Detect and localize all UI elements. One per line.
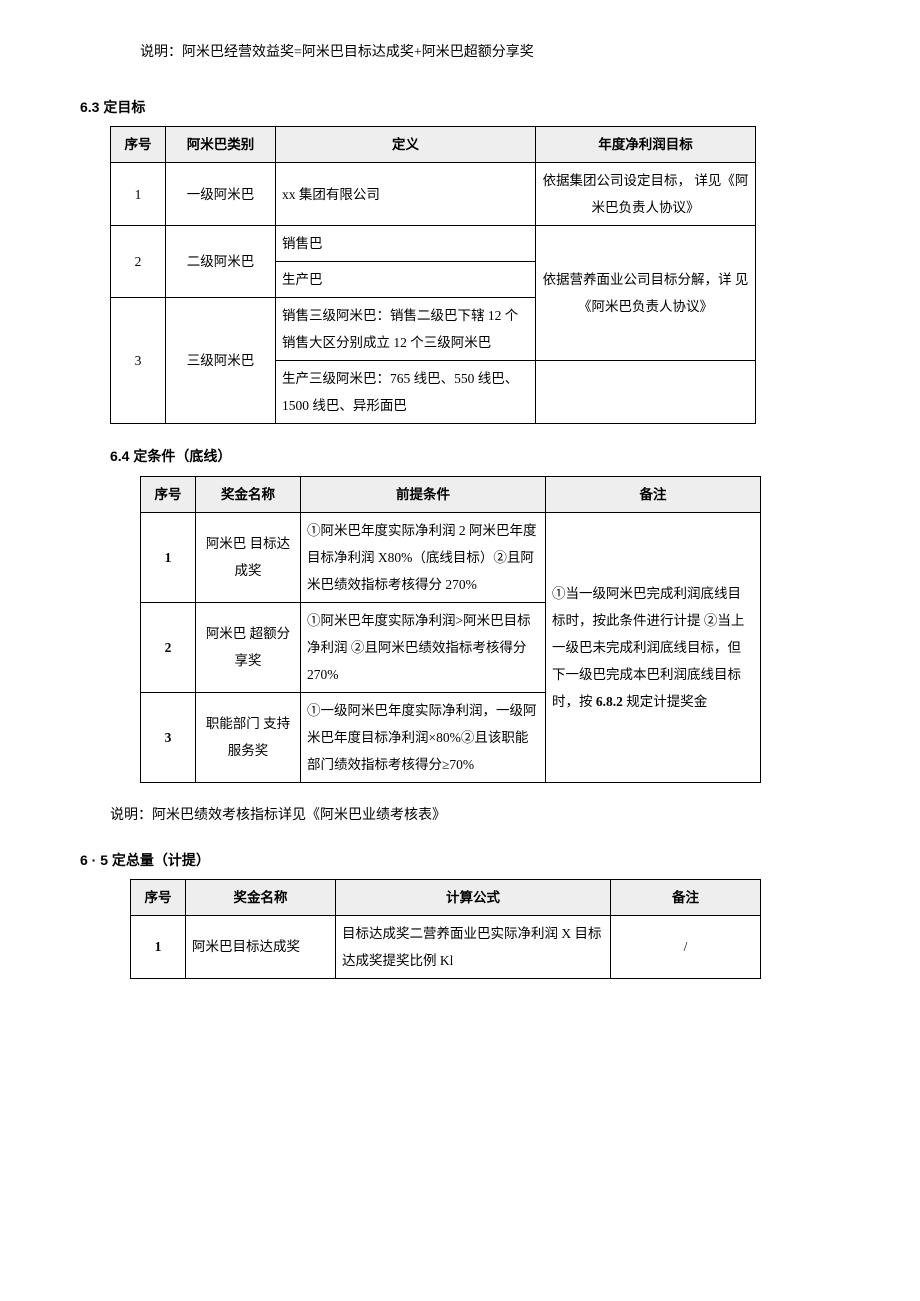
cell-def: 生产巴 — [276, 262, 536, 298]
table-header-row: 序号 奖金名称 前提条件 备注 — [141, 476, 761, 512]
cell-no: 1 — [111, 163, 166, 226]
table-6-5: 序号 奖金名称 计算公式 备注 1 阿米巴目标达成奖 目标达成奖二营养面业巴实际… — [130, 879, 761, 979]
remark-pre: ①当一级阿米巴完成利润底线目标时，按此条件进行计提 ②当上一级巴未完成利润底线目… — [552, 586, 744, 709]
section-6-3-heading: 6.3 定目标 — [80, 95, 840, 120]
table-row: 2 二级阿米巴 销售巴 依据营养面业公司目标分解，详 见《阿米巴负责人协议》 — [111, 226, 756, 262]
cell-name: 阿米巴 目标达成奖 — [196, 512, 301, 602]
remark-post: 规定计提奖金 — [626, 694, 707, 709]
cell-blank — [536, 361, 756, 424]
cell-target: 依据集团公司设定目标， 详见《阿米巴负责人协议》 — [536, 163, 756, 226]
table-row: 1 阿米巴目标达成奖 目标达成奖二营养面业巴实际净利润 X 目标达成奖提奖比例 … — [131, 915, 761, 978]
cell-name: 阿米巴目标达成奖 — [186, 915, 336, 978]
cell-def: 生产三级阿米巴：765 线巴、550 线巴、1500 线巴、异形面巴 — [276, 361, 536, 424]
cell-def: 销售巴 — [276, 226, 536, 262]
th: 定义 — [276, 127, 536, 163]
th: 序号 — [141, 476, 196, 512]
th: 序号 — [131, 879, 186, 915]
cell-target: 依据营养面业公司目标分解，详 见《阿米巴负责人协议》 — [536, 226, 756, 361]
th: 阿米巴类别 — [166, 127, 276, 163]
th: 奖金名称 — [186, 879, 336, 915]
cell-no: 2 — [111, 226, 166, 298]
th: 备注 — [611, 879, 761, 915]
cell-remark: ①当一级阿米巴完成利润底线目标时，按此条件进行计提 ②当上一级巴未完成利润底线目… — [546, 512, 761, 782]
th: 序号 — [111, 127, 166, 163]
cell-remark: / — [611, 915, 761, 978]
th: 计算公式 — [336, 879, 611, 915]
cell-name: 职能部门 支持服务奖 — [196, 692, 301, 782]
heading-text: 定条件（底线） — [133, 448, 231, 464]
cell-cat: 三级阿米巴 — [166, 298, 276, 424]
note-6-4: 说明：阿米巴绩效考核指标详见《阿米巴业绩考核表》 — [110, 803, 840, 828]
cell-def: xx 集团有限公司 — [276, 163, 536, 226]
cell-cat: 一级阿米巴 — [166, 163, 276, 226]
cell-cat: 二级阿米巴 — [166, 226, 276, 298]
cell-no: 3 — [111, 298, 166, 424]
section-6-5-heading: 6 · 5 定总量（计提） — [80, 848, 840, 873]
table-header-row: 序号 阿米巴类别 定义 年度净利润目标 — [111, 127, 756, 163]
intro-note: 说明：阿米巴经营效益奖=阿米巴目标达成奖+阿米巴超额分享奖 — [140, 40, 840, 65]
cell-no: 3 — [141, 692, 196, 782]
heading-num: 6 · 5 — [80, 852, 108, 868]
remark-bold: 6.8.2 — [596, 694, 623, 709]
table-row: 1 一级阿米巴 xx 集团有限公司 依据集团公司设定目标， 详见《阿米巴负责人协… — [111, 163, 756, 226]
heading-num: 6.4 — [110, 448, 129, 464]
th: 备注 — [546, 476, 761, 512]
cell-cond: ①一级阿米巴年度实际净利润，一级阿米巴年度目标净利润×80%②且该职能部门绩效指… — [301, 692, 546, 782]
cell-cond: ①阿米巴年度实际净利润>阿米巴目标净利润 ②且阿米巴绩效指标考核得分 270% — [301, 602, 546, 692]
heading-num: 6.3 — [80, 99, 99, 115]
table-header-row: 序号 奖金名称 计算公式 备注 — [131, 879, 761, 915]
th: 前提条件 — [301, 476, 546, 512]
table-row: 1 阿米巴 目标达成奖 ①阿米巴年度实际净利润 2 阿米巴年度目标净利润 X80… — [141, 512, 761, 602]
cell-formula: 目标达成奖二营养面业巴实际净利润 X 目标达成奖提奖比例 Kl — [336, 915, 611, 978]
heading-text: 定目标 — [103, 99, 145, 115]
th: 奖金名称 — [196, 476, 301, 512]
cell-name: 阿米巴 超额分享奖 — [196, 602, 301, 692]
cell-no: 1 — [141, 512, 196, 602]
table-6-3: 序号 阿米巴类别 定义 年度净利润目标 1 一级阿米巴 xx 集团有限公司 依据… — [110, 126, 756, 424]
section-6-4-heading: 6.4 定条件（底线） — [110, 444, 840, 469]
cell-def: 销售三级阿米巴：销售二级巴下辖 12 个销售大区分别成立 12 个三级阿米巴 — [276, 298, 536, 361]
cell-no: 2 — [141, 602, 196, 692]
table-6-4: 序号 奖金名称 前提条件 备注 1 阿米巴 目标达成奖 ①阿米巴年度实际净利润 … — [140, 476, 761, 783]
cell-no: 1 — [131, 915, 186, 978]
cell-cond: ①阿米巴年度实际净利润 2 阿米巴年度目标净利润 X80%（底线目标）②且阿米巴… — [301, 512, 546, 602]
heading-text: 定总量（计提） — [112, 852, 210, 868]
th: 年度净利润目标 — [536, 127, 756, 163]
